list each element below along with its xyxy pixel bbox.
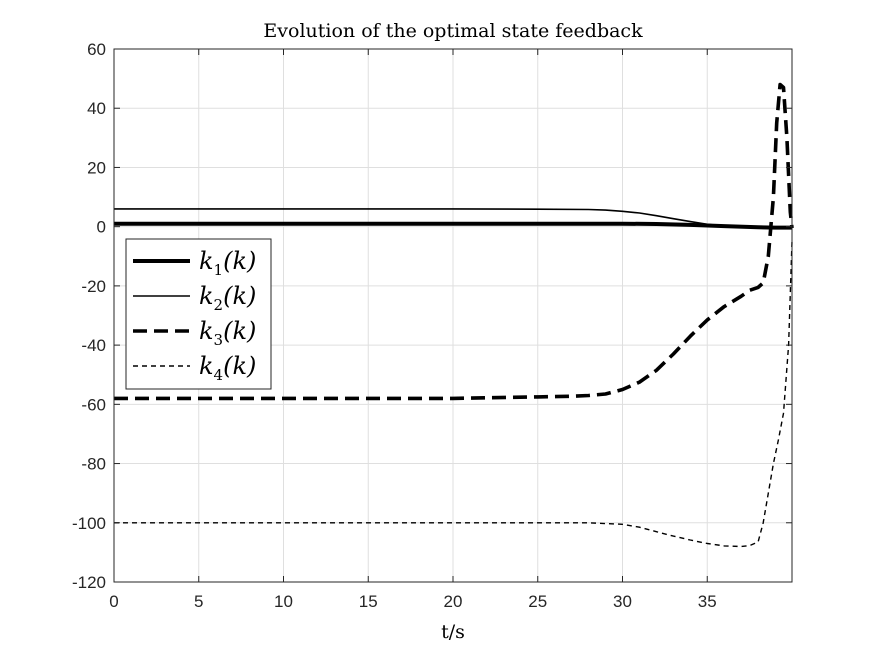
legend-label-k3: k3(k) [199,317,256,349]
x-tick-label: 30 [613,592,632,611]
legend-label-subscript: 1 [214,261,224,279]
legend-label-subscript: 3 [214,331,224,349]
y-tick-label: 60 [87,40,106,59]
legend-label-arg: (k) [223,317,256,345]
x-tick-label: 35 [698,592,717,611]
legend-label-base: k [199,282,214,310]
grid-layer [114,49,792,582]
legend-label-arg: (k) [223,282,256,310]
x-tick-label: 5 [194,592,203,611]
x-axis-label: t/s [441,621,465,643]
legend-label-base: k [199,247,214,275]
y-tick-label: -40 [81,336,106,355]
series-line-k2 [114,208,792,229]
tick-layer: 0 5 10 15 20 25 30 35 60 40 20 0 -20 -40 -60 -80 -100 -12… [72,40,792,611]
legend-label-k2: k2(k) [199,282,256,314]
chart-title: Evolution of the optimal state feedback [263,20,643,42]
x-tick-label: 20 [444,592,463,611]
legend-label-k4: k4(k) [199,352,256,384]
legend-label-arg: (k) [223,352,256,380]
y-tick-label: -80 [81,455,106,474]
x-tick-label: 10 [274,592,293,611]
y-tick-label: 0 [97,218,106,237]
legend-label-subscript: 2 [214,296,224,314]
legend-label-arg: (k) [223,247,256,275]
x-tick-label: 25 [528,592,547,611]
series-line-k3 [114,82,794,401]
y-tick-label: -20 [81,277,106,296]
legend-box [125,238,272,390]
legend: k1(k)k2(k)k3(k)k4(k) [125,238,272,390]
legend-label-subscript: 4 [214,366,224,384]
legend-label-base: k [199,317,214,345]
y-tick-label: -120 [72,573,106,592]
series-line-k4 [114,241,793,548]
x-tick-label: 15 [359,592,378,611]
legend-label-k1: k1(k) [199,247,256,279]
y-tick-label: -60 [81,395,106,414]
y-tick-label: -100 [72,514,106,533]
series-layer [114,82,794,548]
y-tick-label: 20 [87,158,106,177]
legend-label-base: k [199,352,214,380]
y-tick-label: 40 [87,99,106,118]
x-tick-label: 0 [109,592,118,611]
